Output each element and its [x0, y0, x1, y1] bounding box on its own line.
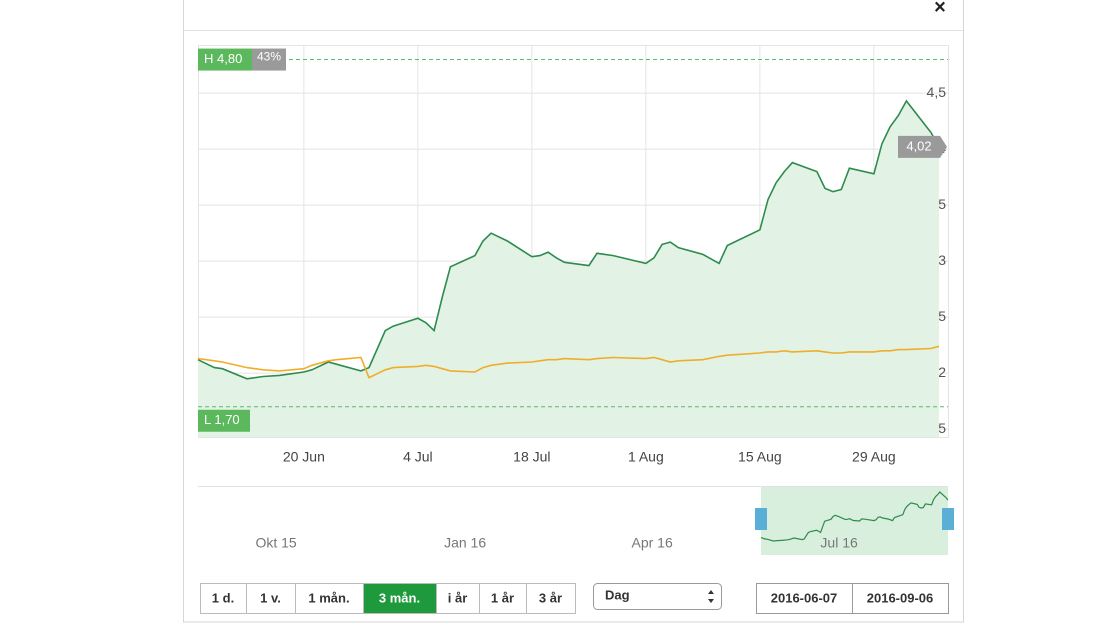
range-button[interactable]: 1 år [479, 583, 527, 614]
navigator-handle[interactable] [755, 508, 768, 530]
y-tick-label: 2 [938, 364, 946, 380]
x-tick-label: 1 Aug [628, 449, 664, 465]
interval-select[interactable]: Dag [593, 583, 722, 610]
button-label: i år [448, 590, 468, 605]
range-button[interactable]: 1 v. [246, 583, 296, 614]
range-button[interactable]: 3 mån. [363, 583, 437, 614]
navigator-handle[interactable] [942, 508, 954, 530]
x-tick-label: 4 Jul [403, 449, 433, 465]
button-label: 1 år [491, 590, 514, 605]
y-tick-label: 3 [938, 252, 946, 268]
select-arrows [708, 590, 714, 603]
plot-frame [198, 45, 949, 438]
line [197, 345, 940, 379]
x-tick-label: 15 Aug [738, 449, 782, 465]
x-tick-label: 18 Jul [513, 449, 550, 465]
change-label: 43% [257, 50, 281, 64]
range-button[interactable]: 3 år [526, 583, 576, 614]
select-box [593, 583, 722, 610]
close-button[interactable]: × [934, 0, 946, 18]
button-label: 1 v. [260, 590, 281, 605]
range-button[interactable]: 1 d. [200, 583, 247, 614]
date-input[interactable]: 2016-09-06 [852, 583, 949, 614]
button-box [526, 583, 576, 614]
line [197, 99, 940, 380]
button-box [479, 583, 527, 614]
button-label: 3 år [539, 590, 562, 605]
range-button[interactable]: 1 mån. [295, 583, 364, 614]
button-box [436, 583, 480, 614]
last-value-label: 4,02 [906, 138, 931, 153]
button-box [363, 583, 437, 614]
date-label: 2016-09-06 [867, 590, 934, 605]
navigator-tick-label: Jan 16 [444, 535, 486, 551]
high-label: H 4,80 [204, 51, 242, 66]
navigator-tick-label: Apr 16 [631, 535, 672, 551]
button-box [295, 583, 364, 614]
x-tick-label: 20 Jun [283, 449, 325, 465]
x-tick-label: 29 Aug [852, 449, 896, 465]
date-label: 2016-06-07 [771, 590, 838, 605]
high-badge [198, 48, 252, 71]
last-value-tag [898, 135, 947, 158]
navigator-tick-label: Okt 15 [255, 535, 296, 551]
button-box [200, 583, 247, 614]
y-tick-label: 4,5 [927, 84, 947, 100]
button-label: 3 mån. [379, 590, 420, 605]
navigator-tick-label: Jul 16 [820, 535, 858, 551]
button-label: 1 mån. [308, 590, 349, 605]
button-box [246, 583, 296, 614]
low-label: L 1,70 [204, 412, 240, 427]
date-box [852, 583, 949, 614]
change-badge [252, 48, 286, 71]
date-box [756, 583, 853, 614]
date-input[interactable]: 2016-06-07 [756, 583, 853, 614]
range-button[interactable]: i år [436, 583, 480, 614]
button-label: 1 d. [212, 590, 234, 605]
navigator-line [760, 491, 949, 542]
low-badge [198, 409, 250, 432]
select-label: Dag [605, 587, 630, 602]
